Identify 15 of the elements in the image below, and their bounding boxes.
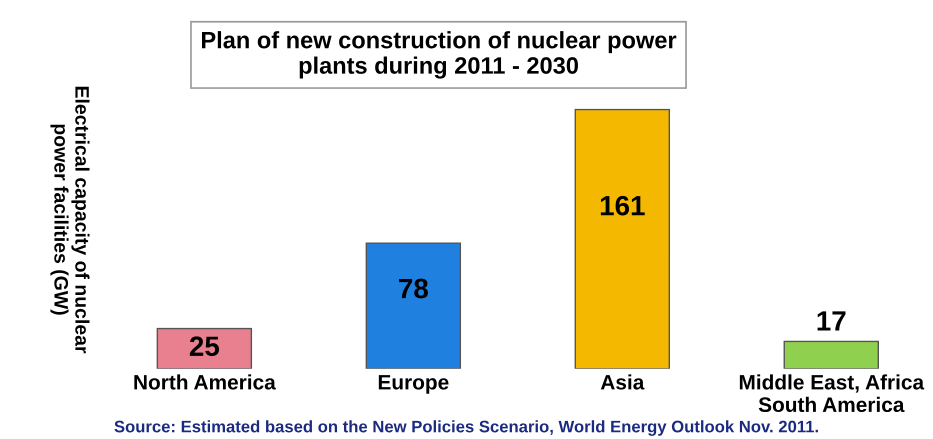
chart-title: Plan of new construction of nuclear power plants during 2011 - 2030 — [202, 31, 676, 79]
x-tick-label: Middle East, Africa South America — [740, 374, 924, 412]
x-tick-label: Asia — [600, 374, 644, 390]
data-label: 78 — [399, 278, 428, 298]
bar — [574, 108, 670, 369]
bar — [784, 340, 879, 369]
data-label: 161 — [600, 196, 645, 216]
data-label: 25 — [190, 336, 220, 356]
bar — [156, 328, 252, 369]
y-axis-title: Electrical capacity of nuclear power facilities (GW) — [50, 86, 90, 354]
data-label: 17 — [818, 311, 846, 330]
x-tick-label: Europe — [378, 375, 449, 394]
bar — [366, 242, 462, 369]
x-tick-label: North America — [134, 374, 276, 390]
source-note: Source: Estimated based on the New Policies Scenario, World Energy Outlook Nov. 2011. — [114, 420, 818, 436]
